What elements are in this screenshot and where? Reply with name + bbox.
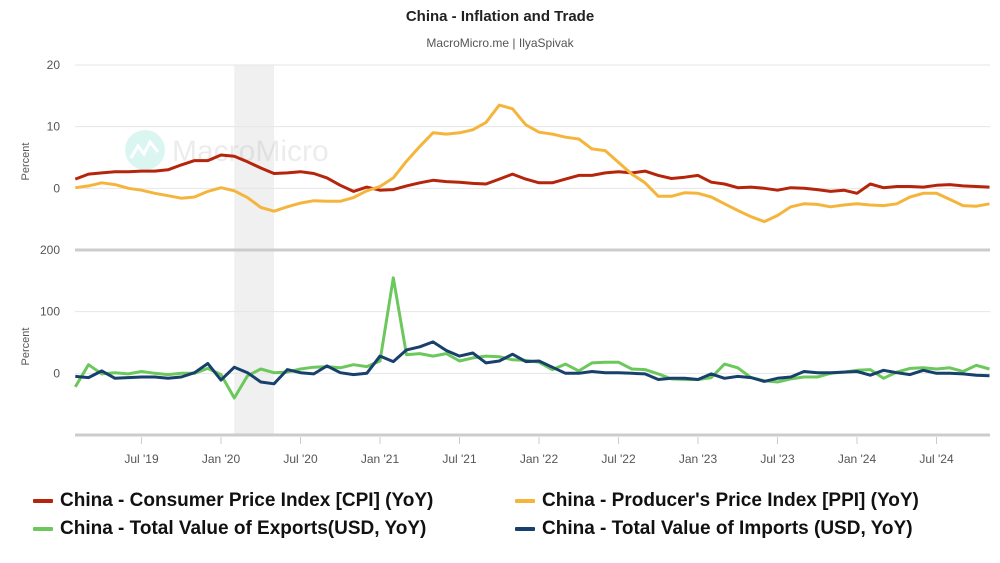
- series-line-0-1: [75, 103, 990, 224]
- x-tick-label: Jul '21: [442, 452, 477, 466]
- macromicro-watermark-logo: MacroMicro: [125, 130, 329, 170]
- series-line-1-1: [75, 340, 990, 386]
- legend-item-imports[interactable]: China - Total Value of Imports (USD, YoY…: [515, 518, 913, 540]
- legend-item-cpi[interactable]: China - Consumer Price Index [CPI] (YoY): [33, 490, 433, 512]
- legend-label-ppi: China - Producer's Price Index [PPI] (Yo…: [542, 490, 919, 511]
- y-axis-label: Percent: [20, 328, 32, 366]
- x-tick-label: Jul '20: [283, 452, 318, 466]
- x-tick-label: Jan '22: [520, 452, 559, 466]
- x-tick-label: Jul '24: [919, 452, 954, 466]
- y-tick-label: 0: [53, 366, 60, 380]
- legend-marker-exports: [33, 527, 53, 531]
- x-tick-label: Jan '20: [202, 452, 241, 466]
- x-tick-label: Jan '23: [679, 452, 718, 466]
- x-tick-label: Jan '24: [838, 452, 877, 466]
- legend-marker-ppi: [515, 499, 535, 503]
- x-tick-label: Jul '23: [760, 452, 795, 466]
- legend-marker-imports: [515, 527, 535, 531]
- legend-label-cpi: China - Consumer Price Index [CPI] (YoY): [60, 490, 434, 511]
- x-tick-label: Jul '19: [124, 452, 159, 466]
- legend-label-exports: China - Total Value of Exports(USD, YoY): [60, 518, 427, 539]
- chart-title: China - Inflation and Trade: [405, 8, 595, 25]
- chart-subtitle: MacroMicro.me | IlyaSpivak: [426, 36, 574, 50]
- y-tick-label: 200: [40, 243, 60, 257]
- y-tick-label: 20: [47, 58, 61, 72]
- legend-label-imports: China - Total Value of Imports (USD, YoY…: [542, 518, 913, 539]
- legend-marker-cpi: [33, 499, 53, 503]
- y-tick-label: 0: [53, 181, 60, 195]
- x-tick-label: Jul '22: [601, 452, 636, 466]
- legend: China - Consumer Price Index [CPI] (YoY)…: [0, 488, 1000, 548]
- y-axis-label: Percent: [20, 143, 32, 181]
- legend-item-exports[interactable]: China - Total Value of Exports(USD, YoY): [33, 518, 426, 540]
- series-line-0-0: [74, 153, 990, 195]
- legend-item-ppi[interactable]: China - Producer's Price Index [PPI] (Yo…: [515, 490, 919, 512]
- y-tick-label: 10: [47, 120, 61, 134]
- chart-canvas: MacroMicro 0 10 20 Percent 0 100 200 Percent Jul…: [20, 58, 990, 466]
- x-tick-label: Jan '21: [361, 452, 400, 466]
- y-tick-label: 100: [40, 305, 60, 319]
- series-line-1-0: [74, 276, 990, 400]
